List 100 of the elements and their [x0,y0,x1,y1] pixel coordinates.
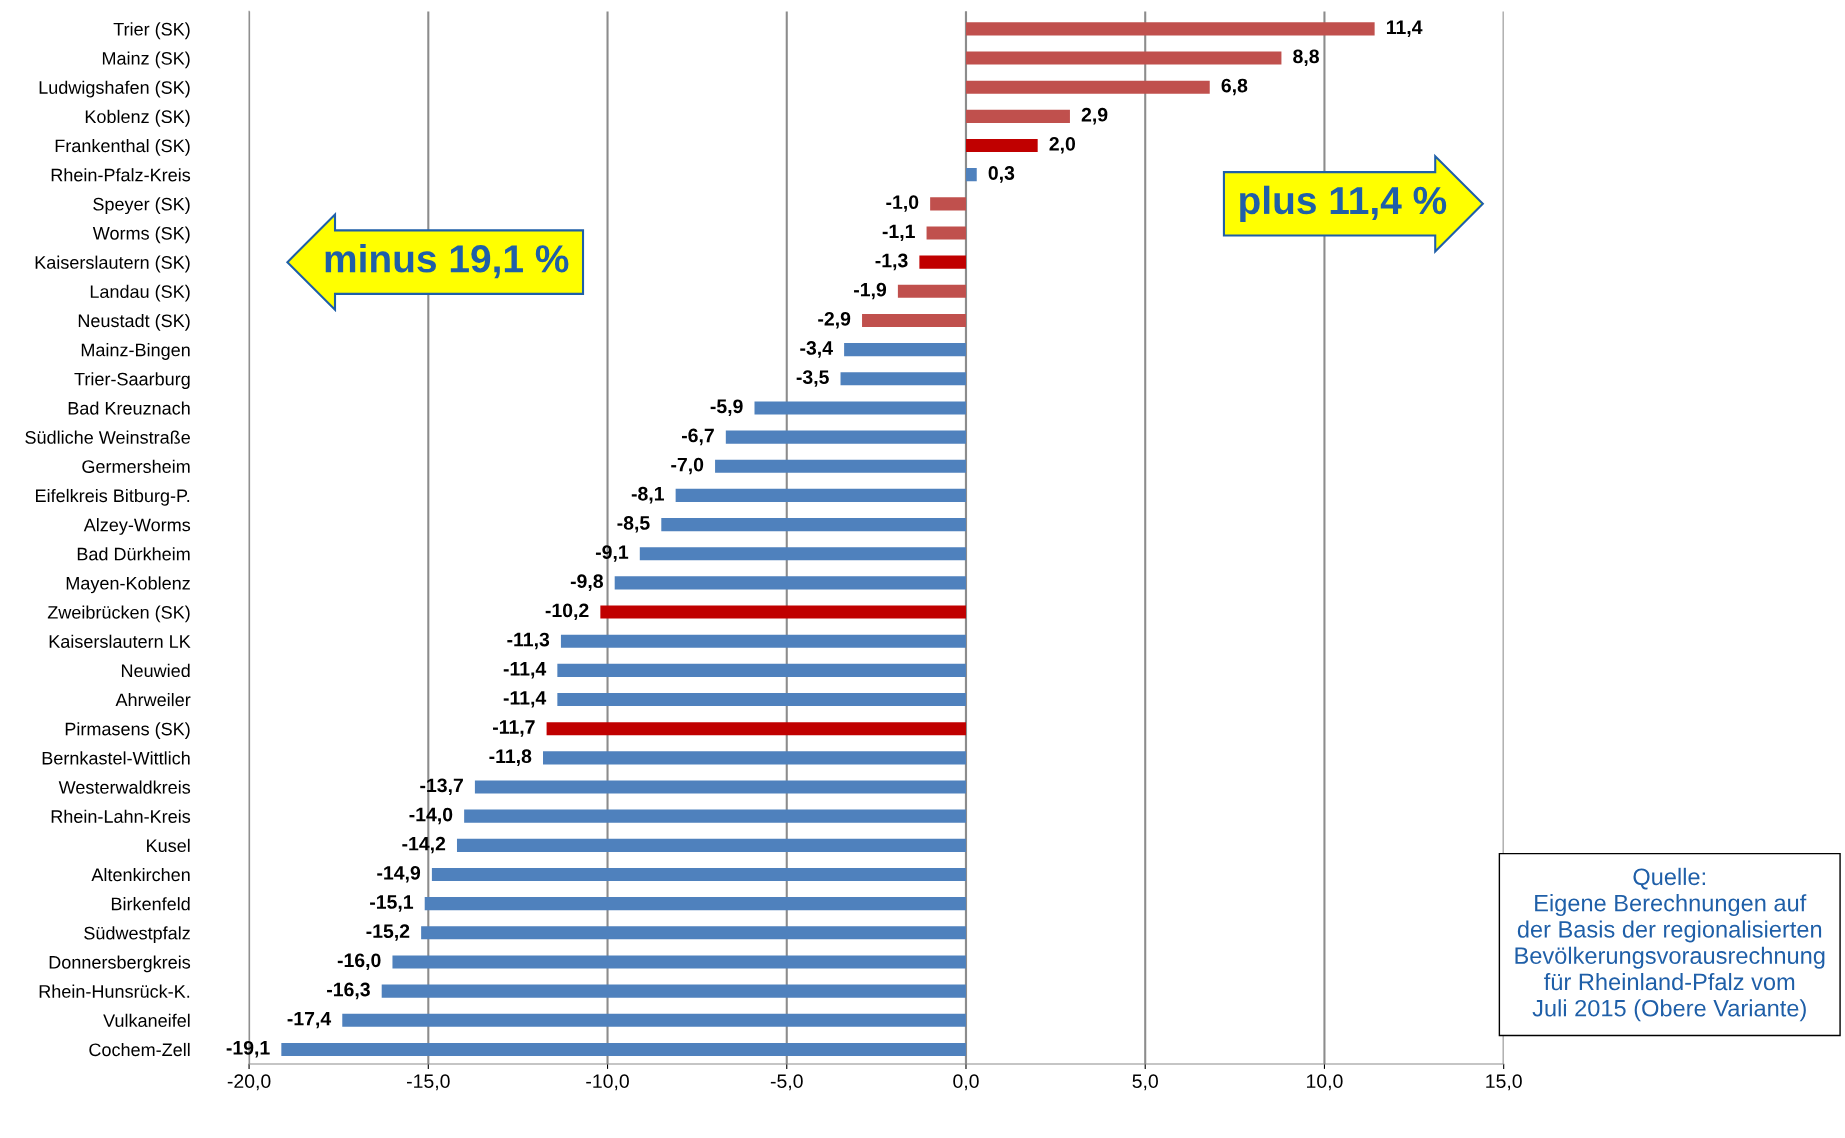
data-label: -2,9 [818,311,851,329]
y-tick-label: Bad Kreuznach [68,401,190,415]
data-label: -1,9 [854,282,887,300]
bar [919,255,966,269]
bar [557,663,966,677]
bar [614,576,966,590]
y-tick-label: Frankenthal (SK) [55,138,190,156]
x-tick-label: 0,0 [953,1074,979,1091]
bar [543,751,966,765]
y-tick-label: Birkenfeld [111,897,190,911]
data-label: -7,0 [671,457,704,475]
bar [930,197,966,211]
y-tick-label: Eifelkreis Bitburg-P. [36,488,190,506]
bar [965,80,1210,94]
y-tick-label: Neuwied [121,663,190,678]
x-tick-label: -10,0 [586,1074,629,1091]
data-label: 6,8 [1221,78,1248,96]
data-label: -16,3 [327,982,370,1000]
annotation: plus 11,4 % [1240,185,1447,222]
bar [456,838,966,852]
data-label: -11,4 [503,662,547,679]
bar [464,809,966,823]
bar [725,430,966,444]
bar [754,401,966,415]
data-label: 11,4 [1386,20,1423,37]
y-tick-label: Ahrweiler [115,693,191,707]
y-tick-label: Rhein-Lahn-Kreis [51,809,191,823]
y-tick-label: Trier (SK) [113,22,190,40]
y-tick-label: Speyer (SK) [93,197,190,215]
bar [844,343,966,357]
bar [661,518,966,532]
data-label: -3,5 [796,370,829,387]
y-tick-label: Vulkaneifel [103,1013,190,1028]
bar [342,1013,966,1027]
data-label: -10,2 [545,603,589,621]
x-tick-label: 10,0 [1307,1074,1343,1091]
y-tick-label: Mayen-Koblenz [66,576,190,594]
y-tick-label: Mainz-Bingen [81,343,190,360]
data-label: -15,2 [366,924,410,941]
bar [965,109,1070,123]
bar [281,1042,966,1057]
data-label: -8,1 [631,486,664,504]
bar [474,780,966,794]
bar [600,605,966,619]
data-label: -11,3 [507,632,550,650]
bar [840,372,966,386]
y-tick-label: Südwestpfalz [84,926,190,944]
source-note: Quelle: Eigene Berechnungen auf der Basis der regionalisierten Bevölkerungsvorausrechnung für Rheinland-Pfalz vom Juli 2015 (Obere Variante) [1515,867,1825,1022]
data-label: -9,8 [570,574,603,591]
y-tick-label: Mainz (SK) [102,51,190,69]
x-tick-label: -15,0 [407,1074,450,1091]
y-tick-label: Westerwaldkreis [58,780,191,794]
y-tick-label: Rhein-Hunsrück-K. [39,984,190,998]
data-label: -14,2 [402,836,446,854]
bar [862,313,966,328]
data-label: -9,1 [595,545,629,562]
y-tick-label: Pirmasens (SK) [65,722,190,739]
y-tick-label: Trier-Saarburg [74,372,190,390]
data-label: -16,0 [337,953,381,971]
y-tick-label: Altenkirchen [91,867,190,882]
y-tick-label: Germersheim [82,459,190,473]
bar [392,955,966,969]
bar [926,226,966,240]
bar [560,634,966,648]
data-label: -14,9 [377,865,421,883]
data-label: 8,8 [1293,49,1319,67]
y-tick-label: Worms (SK) [92,226,190,244]
y-tick-label: Donnersbergkreis [49,955,191,973]
data-label: 2,0 [1049,136,1076,154]
bar [675,488,966,502]
data-label: -1,1 [882,224,915,242]
x-tick-label: 15,0 [1486,1074,1522,1091]
data-label: -17,4 [287,1011,332,1029]
y-tick-label: Neustadt (SK) [78,313,190,331]
y-tick-label: Bernkastel-Wittlich [42,751,190,765]
y-tick-label: Koblenz (SK) [85,109,190,127]
bar [965,168,977,182]
y-tick-label: Bad Dürkheim [77,547,190,561]
bar [965,138,1038,153]
y-tick-label: Rhein-Pfalz-Kreis [51,168,191,182]
annotation: minus 19,1 % [325,244,569,279]
data-label: -6,7 [681,428,714,446]
data-label: -13,7 [420,778,463,796]
data-label: -15,1 [370,895,414,912]
x-tick-label: 5,0 [1132,1074,1158,1091]
bar [424,897,966,911]
x-tick-label: -5,0 [770,1074,803,1091]
y-tick-label: Südliche Weinstraße [25,430,190,444]
data-label: -19,1 [226,1040,270,1058]
y-tick-label: Zweibrücken (SK) [47,605,190,623]
y-tick-label: Kusel [147,838,190,853]
bar [557,692,966,707]
data-label: -11,8 [489,749,532,766]
bar [431,867,966,882]
bar [715,459,966,473]
x-tick-label: -20,0 [227,1074,271,1091]
data-label: -5,9 [710,399,743,416]
data-label: 2,9 [1081,107,1108,125]
y-tick-label: Kaiserslautern LK [49,634,191,648]
y-tick-label: Kaiserslautern (SK) [35,255,190,273]
